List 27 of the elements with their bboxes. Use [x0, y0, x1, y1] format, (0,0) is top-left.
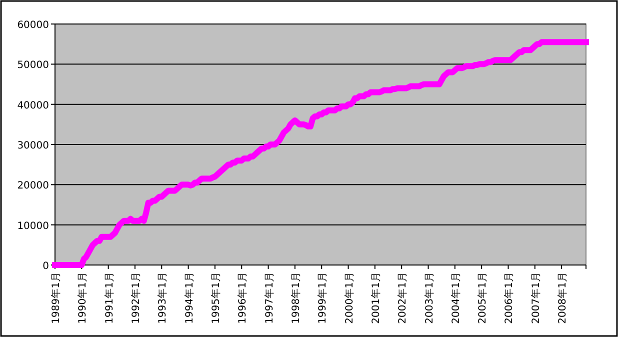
y-tick-label: 20000 — [17, 180, 49, 192]
x-tick-label: 2001年1月 — [370, 272, 382, 324]
x-tick-label: 1994年1月 — [183, 272, 196, 324]
y-tick-label: 40000 — [17, 100, 49, 112]
y-tick-label: 60000 — [17, 20, 49, 31]
x-tick-label: 1992年1月 — [130, 272, 142, 324]
x-tick-label: 2006年1月 — [503, 272, 516, 324]
x-tick-label: 1999年1月 — [316, 272, 329, 324]
x-tick-label: 1995年1月 — [210, 272, 222, 324]
x-tick-label: 1997年1月 — [263, 272, 276, 324]
x-tick-label: 2004年1月 — [450, 272, 462, 324]
x-tick-label: 1996年1月 — [236, 272, 249, 324]
x-tick-label: 1990年1月 — [76, 272, 89, 324]
x-tick-label: 1991年1月 — [103, 272, 116, 324]
x-tick-label: 2000年1月 — [343, 272, 356, 324]
x-tick-label: 2002年1月 — [396, 272, 409, 324]
x-tick-label: 2008年1月 — [556, 272, 569, 324]
y-tick-label: 50000 — [17, 60, 49, 72]
x-tick-label: 2003年1月 — [423, 272, 436, 324]
x-tick-label: 1989年1月 — [50, 272, 62, 324]
y-tick-label: 10000 — [17, 220, 49, 232]
x-tick-label: 1998年1月 — [290, 272, 302, 324]
y-tick-label: 0 — [42, 261, 49, 272]
y-tick-label: 30000 — [17, 140, 49, 152]
x-tick-label: 2005年1月 — [476, 272, 489, 324]
x-tick-label: 1993年1月 — [156, 272, 169, 324]
x-tick-label: 2007年1月 — [530, 272, 542, 324]
